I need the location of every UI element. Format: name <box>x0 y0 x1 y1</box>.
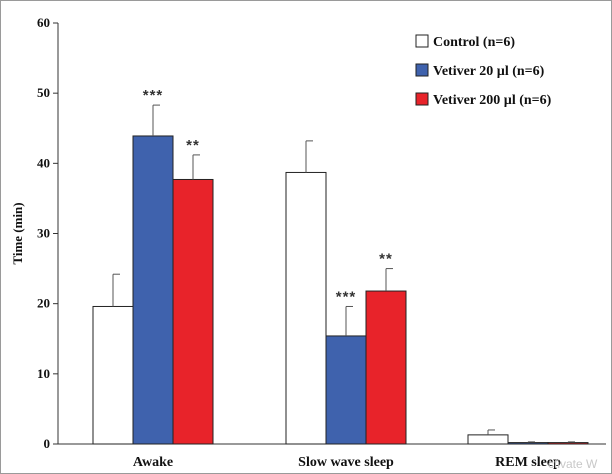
y-tick-label: 20 <box>37 296 50 311</box>
significance-marker: ** <box>186 137 200 154</box>
legend-swatch <box>415 34 429 48</box>
y-tick-label: 50 <box>37 85 50 100</box>
significance-marker: *** <box>336 288 357 305</box>
bar <box>172 178 214 445</box>
significance-marker: *** <box>143 87 164 104</box>
y-tick-label: 60 <box>37 15 50 30</box>
x-category-label: REM sleep <box>495 455 561 470</box>
y-tick-label: 10 <box>37 366 50 381</box>
bar <box>547 442 589 445</box>
significance-marker: ** <box>379 251 393 268</box>
legend-swatch <box>415 92 429 106</box>
bar <box>132 135 174 445</box>
bar <box>467 434 509 445</box>
x-category-label: Awake <box>133 455 173 470</box>
y-tick-label: 40 <box>37 155 50 170</box>
bar <box>507 442 549 445</box>
watermark-text: ctivate W <box>548 457 598 471</box>
legend-swatch <box>415 63 429 77</box>
x-category-label: Slow wave sleep <box>298 455 394 470</box>
legend-label: Vetiver 20 µl (n=6) <box>433 64 545 79</box>
legend-label: Vetiver 200 µl (n=6) <box>433 93 552 108</box>
y-axis-title: Time (min) <box>10 202 25 264</box>
bar <box>325 335 367 445</box>
bar <box>365 290 407 445</box>
legend-label: Control (n=6) <box>433 35 515 50</box>
bar <box>285 171 327 445</box>
y-tick-label: 30 <box>37 226 50 241</box>
y-tick-label: 0 <box>44 436 51 451</box>
bar <box>92 305 134 445</box>
